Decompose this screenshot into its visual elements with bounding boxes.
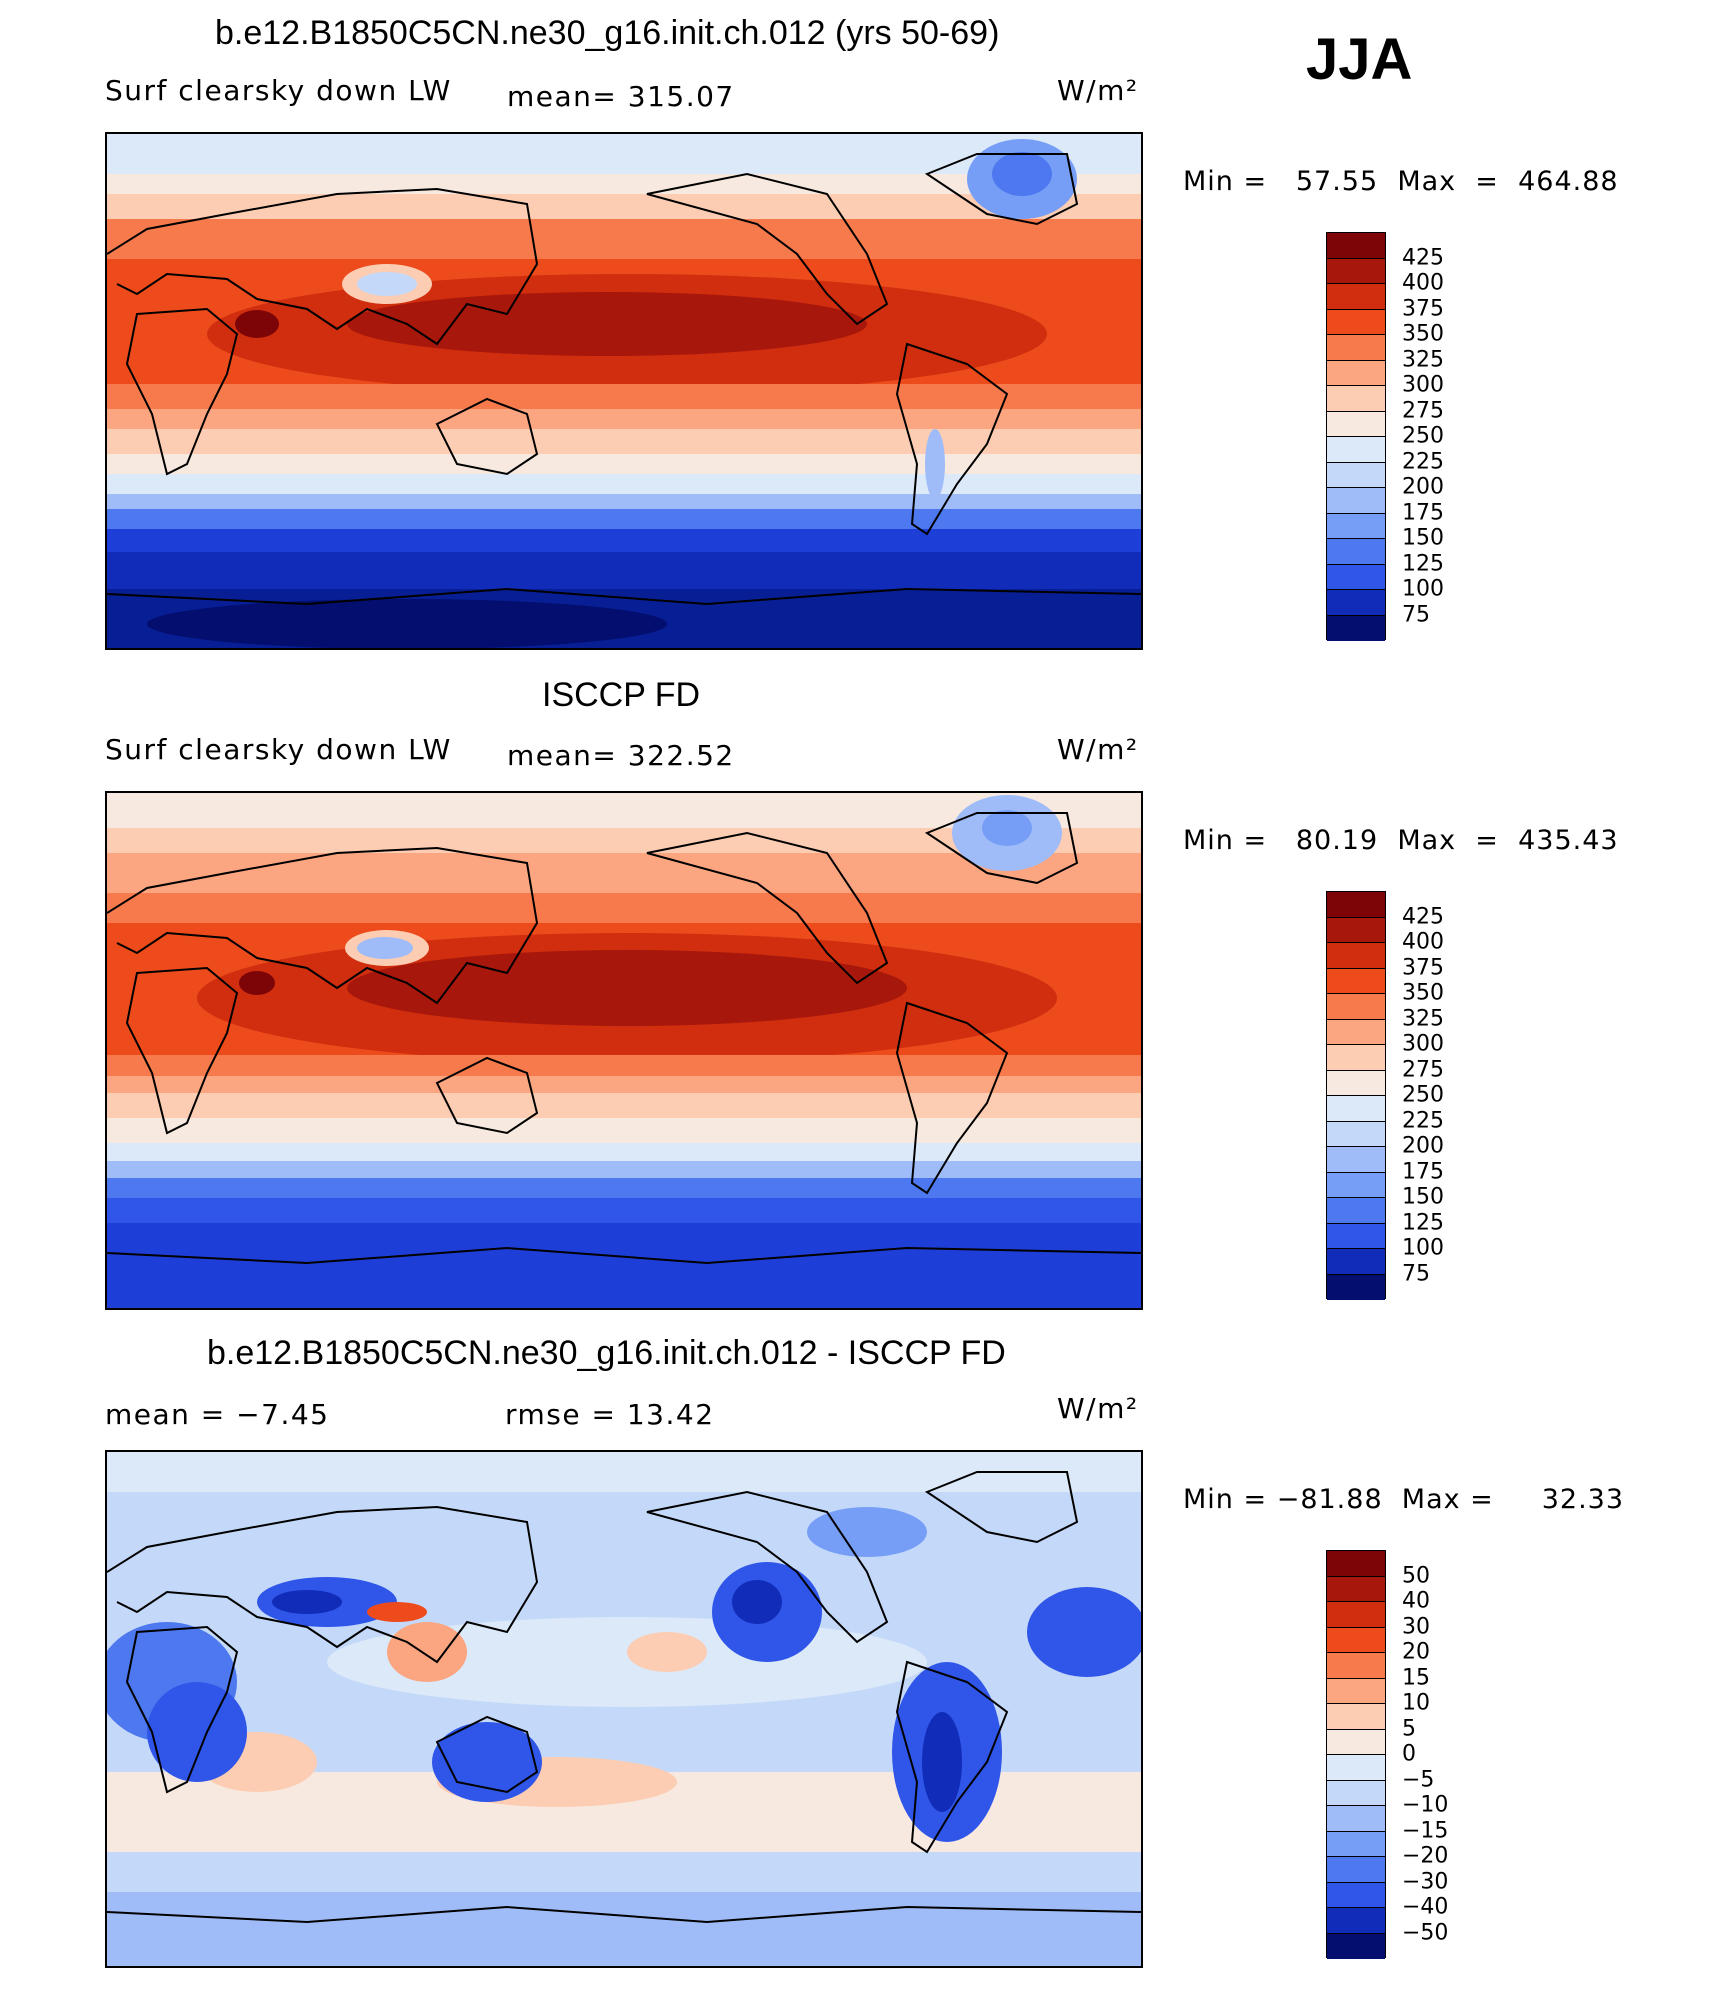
- colorbar-label: 325: [1402, 347, 1444, 372]
- panel-2-map: [105, 791, 1143, 1310]
- colorbar-label: 10: [1402, 1690, 1430, 1716]
- colorbar-label: 20: [1402, 1639, 1430, 1665]
- colorbar-label: 175: [1402, 500, 1444, 525]
- panel-3-colorbar-box: [1326, 1550, 1386, 1959]
- colorbar-label: 125: [1402, 551, 1444, 576]
- colorbar-label: 200: [1402, 474, 1444, 500]
- colorbar-label: 50: [1402, 1563, 1430, 1588]
- panel-1-units: W/m²: [1057, 74, 1139, 107]
- panel-2-title: ISCCP FD: [542, 676, 701, 714]
- panel-1-variable: Surf clearsky down LW: [105, 74, 452, 107]
- colorbar-label: 5: [1402, 1716, 1416, 1741]
- panel-3-units: W/m²: [1057, 1392, 1139, 1425]
- panel-3-minmax: Min = −81.88 Max = 32.33: [1183, 1484, 1625, 1515]
- panel-1-title: b.e12.B1850C5CN.ne30_g16.init.ch.012 (yr…: [215, 14, 1000, 52]
- colorbar-label: 0: [1402, 1741, 1416, 1767]
- season-label: JJA: [1306, 27, 1413, 92]
- colorbar-label: −30: [1402, 1869, 1449, 1894]
- colorbar-label: 175: [1402, 1159, 1444, 1184]
- colorbar-label: 350: [1402, 321, 1444, 347]
- colorbar-label: 325: [1402, 1006, 1444, 1031]
- colorbar-label: 400: [1402, 270, 1444, 296]
- colorbar-label: 275: [1402, 398, 1444, 423]
- colorbar-label: 15: [1402, 1665, 1430, 1690]
- panel-2-colorbar-box: [1326, 891, 1386, 1300]
- panel-3-mean: mean = −7.45: [105, 1398, 330, 1431]
- colorbar-label: −20: [1402, 1843, 1449, 1869]
- colorbar-label: 400: [1402, 929, 1444, 955]
- panel-3-rmse: rmse = 13.42: [505, 1398, 715, 1431]
- colorbar-label: 40: [1402, 1588, 1430, 1614]
- panel-2-units: W/m²: [1057, 733, 1139, 766]
- panel-3-map: [105, 1450, 1143, 1968]
- colorbar-label: 150: [1402, 1184, 1444, 1210]
- colorbar-label: 300: [1402, 372, 1444, 398]
- colorbar-label: 225: [1402, 449, 1444, 474]
- panel-1-mean: mean= 315.07: [507, 80, 735, 113]
- colorbar-label: 100: [1402, 576, 1444, 602]
- colorbar-label: 250: [1402, 423, 1444, 449]
- colorbar-label: 375: [1402, 955, 1444, 980]
- colorbar-label: 250: [1402, 1082, 1444, 1108]
- colorbar-label: 300: [1402, 1031, 1444, 1057]
- colorbar-label: 75: [1402, 1261, 1430, 1286]
- colorbar-label: 100: [1402, 1235, 1444, 1261]
- colorbar-label: 225: [1402, 1108, 1444, 1133]
- colorbar-label: −5: [1402, 1767, 1435, 1792]
- colorbar-label: 150: [1402, 525, 1444, 551]
- colorbar-label: −10: [1402, 1792, 1449, 1818]
- colorbar-label: 200: [1402, 1133, 1444, 1159]
- colorbar-label: −40: [1402, 1894, 1449, 1920]
- colorbar-label: 30: [1402, 1614, 1430, 1639]
- panel-1-map: [105, 132, 1143, 650]
- colorbar-label: 425: [1402, 904, 1444, 929]
- colorbar-label: 125: [1402, 1210, 1444, 1235]
- panel-2-mean: mean= 322.52: [507, 739, 735, 772]
- panel-3-title: b.e12.B1850C5CN.ne30_g16.init.ch.012 - I…: [207, 1334, 1006, 1372]
- panel-1-minmax: Min = 57.55 Max = 464.88: [1183, 166, 1619, 197]
- colorbar-label: 75: [1402, 602, 1430, 627]
- panel-2-variable: Surf clearsky down LW: [105, 733, 452, 766]
- panel-2-minmax: Min = 80.19 Max = 435.43: [1183, 825, 1619, 856]
- colorbar-label: 375: [1402, 296, 1444, 321]
- colorbar-label: −50: [1402, 1920, 1449, 1945]
- colorbar-label: 275: [1402, 1057, 1444, 1082]
- panel-1-colorbar-box: [1326, 232, 1386, 641]
- colorbar-label: 425: [1402, 245, 1444, 270]
- colorbar-label: −15: [1402, 1818, 1449, 1843]
- colorbar-label: 350: [1402, 980, 1444, 1006]
